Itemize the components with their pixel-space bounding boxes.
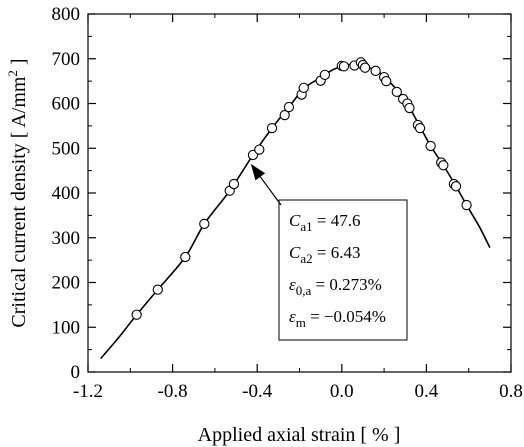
data-point [254, 144, 265, 155]
y-tick-label: 0 [71, 362, 81, 383]
data-point [414, 122, 426, 134]
x-tick-label: -1.2 [73, 381, 103, 402]
x-tick-label: 0.4 [415, 381, 439, 402]
data-point [461, 199, 472, 211]
y-tick-label: 100 [52, 317, 81, 338]
x-tick-label: 0.8 [499, 381, 523, 402]
data-point [152, 284, 163, 295]
data-point [228, 178, 240, 190]
annotation-line: Ca1 = 47.6 [289, 211, 360, 234]
y-axis-title: Critical current density [ A/mm2 ] [5, 58, 30, 327]
data-point [298, 82, 309, 93]
data-point [425, 140, 436, 152]
data-point [404, 102, 415, 114]
data-point [266, 122, 278, 134]
data-point [199, 218, 210, 230]
data-markers [131, 57, 472, 320]
annotation-arrowhead [250, 163, 266, 181]
annotation-lines: Ca1 = 47.6 Ca2 = 6.43 ε0,a = 0.273% εm = −0… [289, 211, 386, 330]
annotation-line: Ca2 = 6.43 [289, 243, 360, 266]
y-tick-label: 800 [52, 4, 81, 25]
annotation-line: εm = −0.054% [289, 307, 386, 330]
x-tick-label: 0.0 [330, 381, 354, 402]
y-tick-label: 500 [52, 138, 81, 159]
y-tick-label: 300 [52, 228, 81, 249]
data-point [319, 69, 331, 81]
annotation-line: ε0,a = 0.273% [289, 275, 382, 298]
x-tick-label: -0.8 [158, 381, 188, 402]
data-point [359, 62, 371, 73]
data-point [450, 181, 462, 192]
x-axis: -1.2 -0.8 -0.4 0.0 0.4 0.8 [73, 14, 523, 402]
data-point [438, 160, 449, 171]
x-tick-label: -0.4 [242, 381, 273, 402]
annotation-box: Ca1 = 47.6 Ca2 = 6.43 ε0,a = 0.273% εm = −0… [250, 163, 408, 341]
data-point [381, 75, 392, 87]
data-point [370, 65, 381, 76]
data-point [131, 309, 142, 320]
y-tick-label: 600 [52, 94, 81, 115]
y-tick-label: 200 [52, 273, 81, 294]
y-tick-label: 700 [52, 49, 81, 70]
data-point [391, 86, 402, 98]
y-axis: 0 100 200 300 400 500 600 700 800 [52, 4, 511, 383]
annotation-frame [278, 199, 408, 341]
x-axis-title: Applied axial strain [ % ] [198, 424, 401, 446]
data-point [279, 109, 290, 121]
annotation-arrow [259, 176, 282, 206]
data-point [180, 251, 191, 263]
data-point [283, 101, 295, 113]
data-point [338, 61, 350, 72]
y-tick-label: 400 [52, 183, 81, 204]
